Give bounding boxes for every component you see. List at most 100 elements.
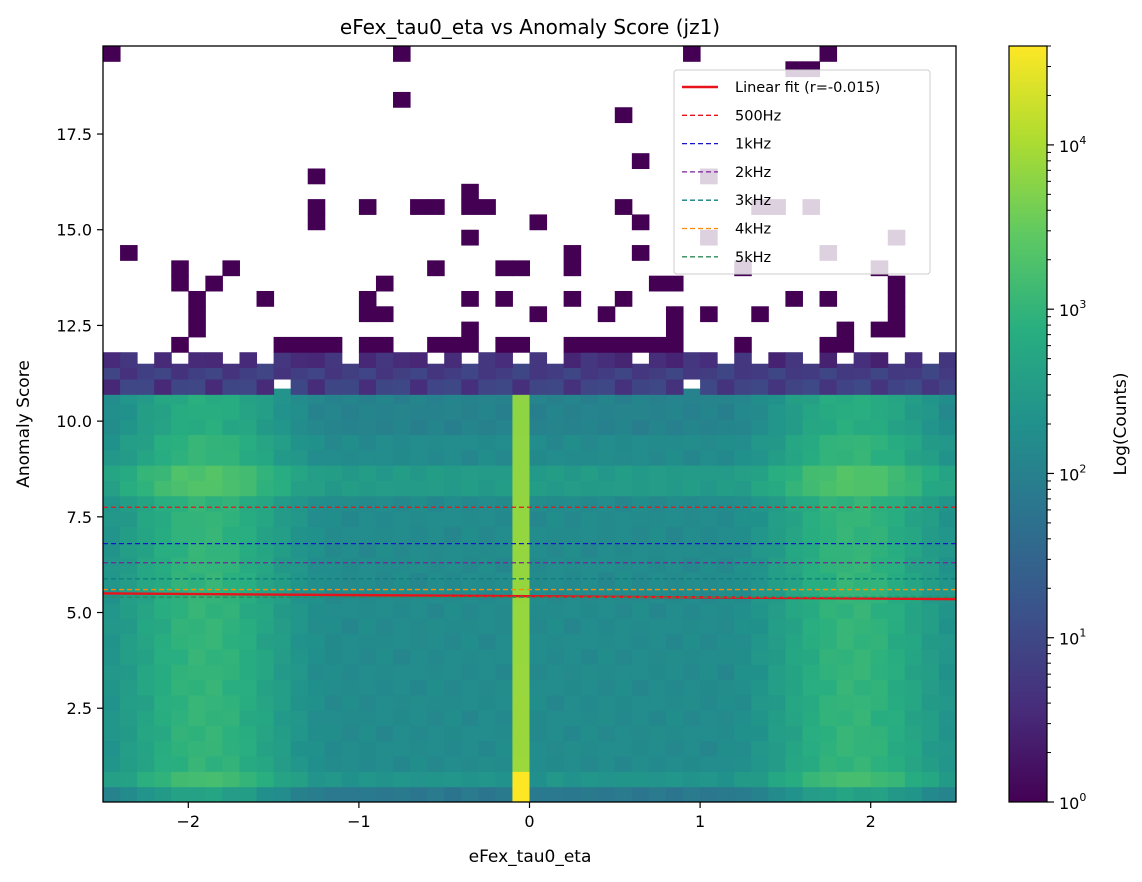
heatmap-cell xyxy=(870,419,889,436)
heatmap-cell xyxy=(307,199,326,215)
heatmap-cell xyxy=(683,587,701,604)
heatmap-cell xyxy=(700,771,718,788)
heatmap-cell xyxy=(819,449,838,466)
heatmap-cell xyxy=(205,740,223,757)
heatmap-cell xyxy=(103,403,121,420)
heatmap-cell xyxy=(529,694,548,711)
heatmap-cell xyxy=(410,495,428,512)
heatmap-cell xyxy=(290,511,309,527)
heatmap-cell xyxy=(921,379,940,395)
heatmap-cell xyxy=(495,434,513,451)
heatmap-cell xyxy=(887,771,906,788)
heatmap-cell xyxy=(751,449,769,466)
heatmap-cell xyxy=(393,602,411,619)
heatmap-cell xyxy=(904,379,923,395)
heatmap-cell xyxy=(768,352,786,369)
heatmap-cell xyxy=(717,379,735,395)
heatmap-cell xyxy=(768,587,786,604)
heatmap-cell xyxy=(563,771,582,788)
heatmap-cell xyxy=(870,694,889,711)
heatmap-cell xyxy=(188,352,206,369)
heatmap-cell xyxy=(461,541,479,558)
heatmap-cell xyxy=(307,336,326,353)
heatmap-cell xyxy=(273,572,292,589)
heatmap-cell xyxy=(529,786,548,802)
heatmap-cell xyxy=(154,511,172,527)
heatmap-cell xyxy=(700,541,718,558)
heatmap-cell xyxy=(819,352,838,369)
heatmap-cell xyxy=(751,541,769,558)
heatmap-cell xyxy=(120,740,138,757)
heatmap-cell xyxy=(461,633,479,650)
heatmap-cell xyxy=(171,679,189,696)
heatmap-cell xyxy=(188,710,206,726)
heatmap-cell xyxy=(836,495,855,512)
heatmap-cell xyxy=(631,465,650,481)
heatmap-cell xyxy=(103,587,121,604)
heatmap-cell xyxy=(580,541,599,558)
heatmap-cell xyxy=(495,602,513,619)
heatmap-cell xyxy=(290,725,309,742)
heatmap-cell xyxy=(785,541,803,558)
heatmap-cell xyxy=(938,541,956,558)
heatmap-cell xyxy=(461,694,479,711)
heatmap-cell xyxy=(273,541,292,558)
heatmap-cell xyxy=(427,648,445,665)
heatmap-cell xyxy=(393,618,411,635)
heatmap-cell xyxy=(444,403,462,420)
legend-label: 3kHz xyxy=(735,193,771,209)
heatmap-cell xyxy=(307,541,326,558)
heatmap-cell xyxy=(120,434,138,451)
heatmap-cell xyxy=(461,363,479,380)
heatmap-cell xyxy=(375,403,394,420)
heatmap-cell xyxy=(205,403,223,420)
heatmap-cell xyxy=(921,449,940,466)
heatmap-cell xyxy=(239,495,258,512)
heatmap-cell xyxy=(137,434,155,451)
heatmap-cell xyxy=(137,756,155,772)
heatmap-cell xyxy=(154,786,172,802)
heatmap-cell xyxy=(683,694,701,711)
heatmap-cell xyxy=(478,379,496,395)
heatmap-cell xyxy=(904,633,923,650)
heatmap-cell xyxy=(700,756,718,772)
heatmap-cell xyxy=(495,379,513,395)
heatmap-cell xyxy=(836,664,855,681)
heatmap-cell xyxy=(904,352,923,369)
heatmap-cell xyxy=(120,572,138,589)
heatmap-cell xyxy=(665,480,684,497)
heatmap-cell xyxy=(495,541,513,558)
heatmap-cell xyxy=(461,290,479,307)
heatmap-cell xyxy=(887,306,906,323)
heatmap-cell xyxy=(375,679,394,696)
heatmap-cell xyxy=(324,541,343,558)
heatmap-cell xyxy=(751,664,769,681)
heatmap-cell xyxy=(256,786,275,802)
heatmap-cell xyxy=(461,495,479,512)
heatmap-cell xyxy=(324,679,343,696)
heatmap-cell xyxy=(665,725,684,742)
legend-label: 4kHz xyxy=(735,222,771,238)
heatmap-cell xyxy=(478,526,496,543)
heatmap-cell xyxy=(307,449,326,466)
heatmap-cell xyxy=(938,740,956,757)
heatmap-cell xyxy=(751,306,769,323)
heatmap-cell xyxy=(341,679,360,696)
heatmap-cell xyxy=(239,694,258,711)
heatmap-cell xyxy=(410,352,428,369)
heatmap-cell xyxy=(768,679,786,696)
heatmap-cell xyxy=(580,419,599,436)
heatmap-cell xyxy=(734,403,752,420)
heatmap-cell xyxy=(529,495,548,512)
heatmap-cell xyxy=(597,419,616,436)
heatmap-cell xyxy=(120,694,138,711)
heatmap-cell xyxy=(802,694,821,711)
heatmap-cell xyxy=(154,465,172,481)
heatmap-cell xyxy=(444,633,462,650)
heatmap-cell xyxy=(717,557,735,573)
heatmap-cell xyxy=(631,363,650,380)
heatmap-cell xyxy=(614,771,633,788)
heatmap-cell xyxy=(819,602,838,619)
heatmap-cell xyxy=(239,771,258,788)
heatmap-cell xyxy=(307,602,326,619)
